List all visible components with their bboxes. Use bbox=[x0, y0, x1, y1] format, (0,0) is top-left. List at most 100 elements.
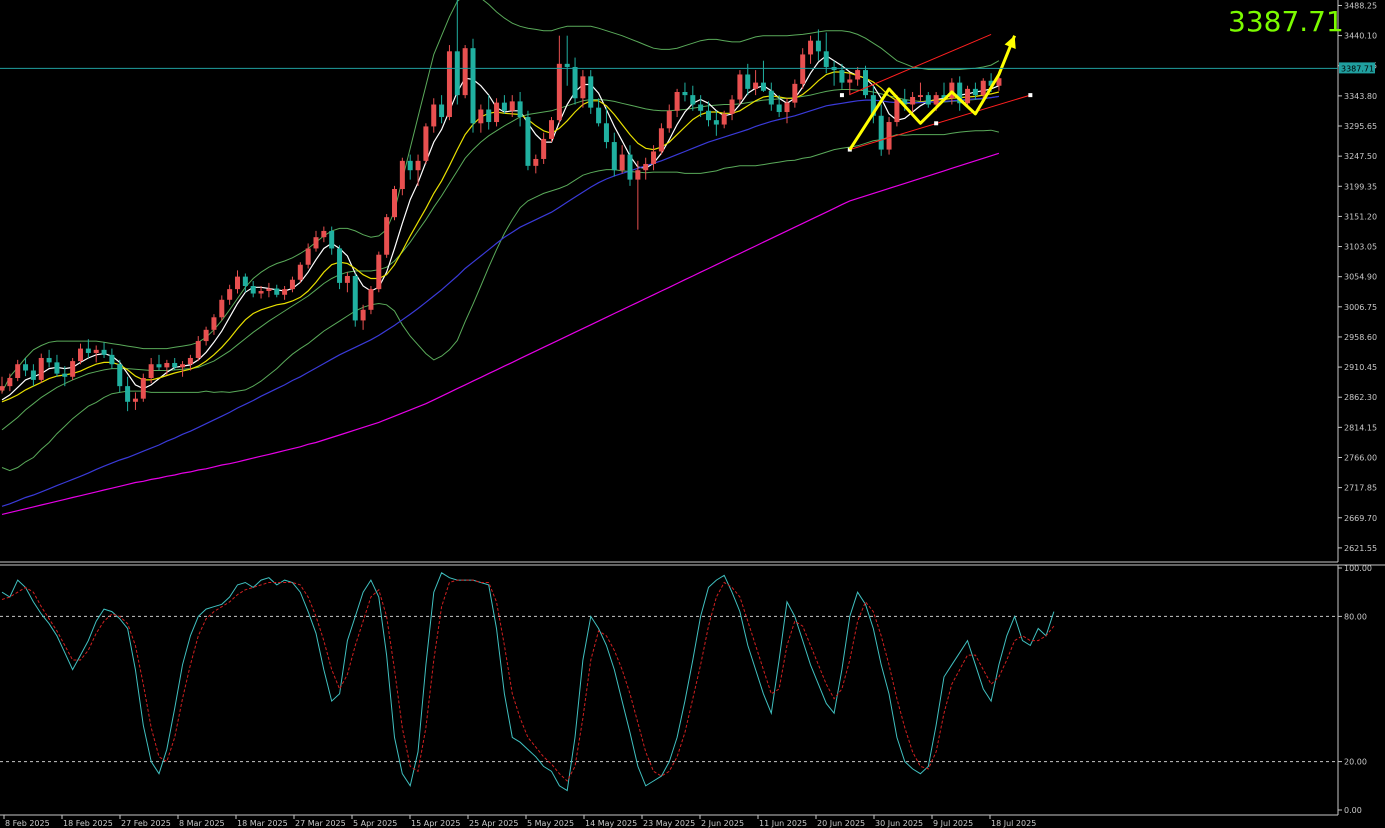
candle-body bbox=[423, 126, 429, 161]
time-axis-label: 25 Apr 2025 bbox=[469, 819, 518, 828]
candle-body bbox=[509, 101, 515, 111]
candle-body bbox=[227, 289, 233, 300]
arrow-head bbox=[1004, 35, 1016, 50]
candle-body bbox=[721, 113, 727, 125]
candle-body bbox=[917, 95, 923, 98]
candle-body bbox=[250, 286, 256, 294]
candle-body bbox=[784, 102, 790, 113]
candle-body bbox=[7, 378, 13, 387]
candle-body bbox=[925, 95, 931, 105]
price-axis-label: 3488.25 bbox=[1344, 1, 1377, 10]
candle-body bbox=[70, 361, 76, 377]
candle-body bbox=[910, 97, 916, 105]
candle-body bbox=[203, 329, 209, 342]
time-axis-label: 20 Jun 2025 bbox=[817, 819, 865, 828]
candle-body bbox=[933, 95, 939, 105]
candle-body bbox=[62, 373, 68, 377]
candle-body bbox=[815, 40, 821, 52]
price-axis-label: 3295.65 bbox=[1344, 122, 1377, 131]
candle-body bbox=[258, 291, 264, 294]
candle-body bbox=[344, 275, 350, 283]
moving-average-line bbox=[1, 152, 1000, 515]
time-axis-label: 18 Feb 2025 bbox=[63, 819, 113, 828]
channel-upper-line bbox=[849, 33, 992, 95]
time-axis-label: 23 May 2025 bbox=[643, 819, 695, 828]
candle-body bbox=[109, 354, 115, 365]
candle-body bbox=[125, 386, 131, 402]
candle-body bbox=[729, 99, 735, 114]
current-price-tag-text: 3387.71 bbox=[1341, 64, 1374, 73]
bollinger-upper-line bbox=[1, 0, 1000, 393]
oscillator-axis-label: 80.00 bbox=[1344, 612, 1367, 621]
candle-body bbox=[329, 230, 335, 249]
candle-body bbox=[980, 80, 986, 96]
stochastic-signal-line bbox=[1, 579, 1055, 782]
price-axis-label: 2669.70 bbox=[1344, 514, 1377, 523]
candle-body bbox=[38, 357, 44, 380]
candle-body bbox=[140, 378, 146, 399]
candle-body bbox=[902, 99, 908, 105]
candle-body bbox=[533, 158, 539, 166]
candle-body bbox=[596, 107, 602, 124]
candle-body bbox=[643, 163, 649, 171]
candle-body bbox=[187, 357, 193, 365]
price-pane[interactable]: 3488.253440.103391.953343.803295.653247.… bbox=[0, 0, 1385, 566]
candle-body bbox=[313, 237, 319, 249]
time-axis-label: 15 Apr 2025 bbox=[411, 819, 460, 828]
candlesticks bbox=[0, 0, 1002, 412]
channel-anchor-marker bbox=[934, 121, 939, 126]
candle-body bbox=[407, 160, 413, 171]
price-axis-label: 3199.35 bbox=[1344, 182, 1377, 191]
candle-body bbox=[501, 102, 507, 111]
channel-anchor-marker bbox=[1028, 93, 1033, 98]
candle-body bbox=[195, 341, 201, 358]
candle-body bbox=[651, 151, 657, 164]
candle-body bbox=[337, 248, 343, 283]
bollinger-bands bbox=[1, 0, 1000, 472]
price-axis-label: 2814.15 bbox=[1344, 423, 1377, 432]
candle-body bbox=[148, 364, 154, 379]
candle-body bbox=[996, 78, 1002, 86]
candle-body bbox=[847, 79, 853, 83]
candle-body bbox=[580, 76, 586, 99]
candle-body bbox=[517, 101, 523, 118]
candle-body bbox=[494, 102, 500, 123]
candle-body bbox=[0, 386, 5, 391]
pattern-arrow bbox=[848, 35, 1016, 151]
candle-body bbox=[965, 88, 971, 104]
candle-body bbox=[101, 349, 107, 355]
candle-body bbox=[674, 91, 680, 111]
candle-body bbox=[376, 254, 382, 290]
candle-body bbox=[855, 70, 861, 80]
candle-body bbox=[941, 95, 947, 99]
candle-body bbox=[572, 66, 578, 99]
candle-body bbox=[289, 279, 295, 290]
candle-body bbox=[839, 70, 845, 83]
candle-body bbox=[235, 276, 240, 290]
price-axis-label: 2910.45 bbox=[1344, 363, 1377, 372]
moving-averages bbox=[1, 54, 1000, 515]
stochastic-pane[interactable]: 100.00 80.00 20.00 0.00 bbox=[0, 564, 1372, 816]
candle-body bbox=[713, 120, 719, 125]
candle-body bbox=[564, 63, 570, 67]
time-axis-label: 18 Jul 2025 bbox=[991, 819, 1036, 828]
time-axis-label: 2 Jun 2025 bbox=[701, 819, 744, 828]
candle-body bbox=[54, 362, 60, 374]
candle-body bbox=[93, 349, 99, 353]
candle-body bbox=[462, 48, 468, 96]
time-axis-label: 8 Mar 2025 bbox=[179, 819, 225, 828]
price-axis-label: 3006.75 bbox=[1344, 303, 1377, 312]
time-axis-label: 27 Mar 2025 bbox=[295, 819, 346, 828]
candle-body bbox=[132, 398, 138, 402]
candle-body bbox=[972, 88, 978, 96]
candle-body bbox=[808, 40, 814, 55]
price-axis-label: 2862.30 bbox=[1344, 393, 1377, 402]
time-axis-label: 5 Apr 2025 bbox=[353, 819, 397, 828]
time-axis-label: 11 Jun 2025 bbox=[759, 819, 807, 828]
candle-body bbox=[619, 154, 625, 171]
candle-body bbox=[219, 299, 225, 318]
candle-body bbox=[117, 364, 123, 387]
candle-body bbox=[753, 82, 759, 89]
candle-body bbox=[415, 160, 421, 171]
time-axis-label: 5 May 2025 bbox=[527, 819, 574, 828]
